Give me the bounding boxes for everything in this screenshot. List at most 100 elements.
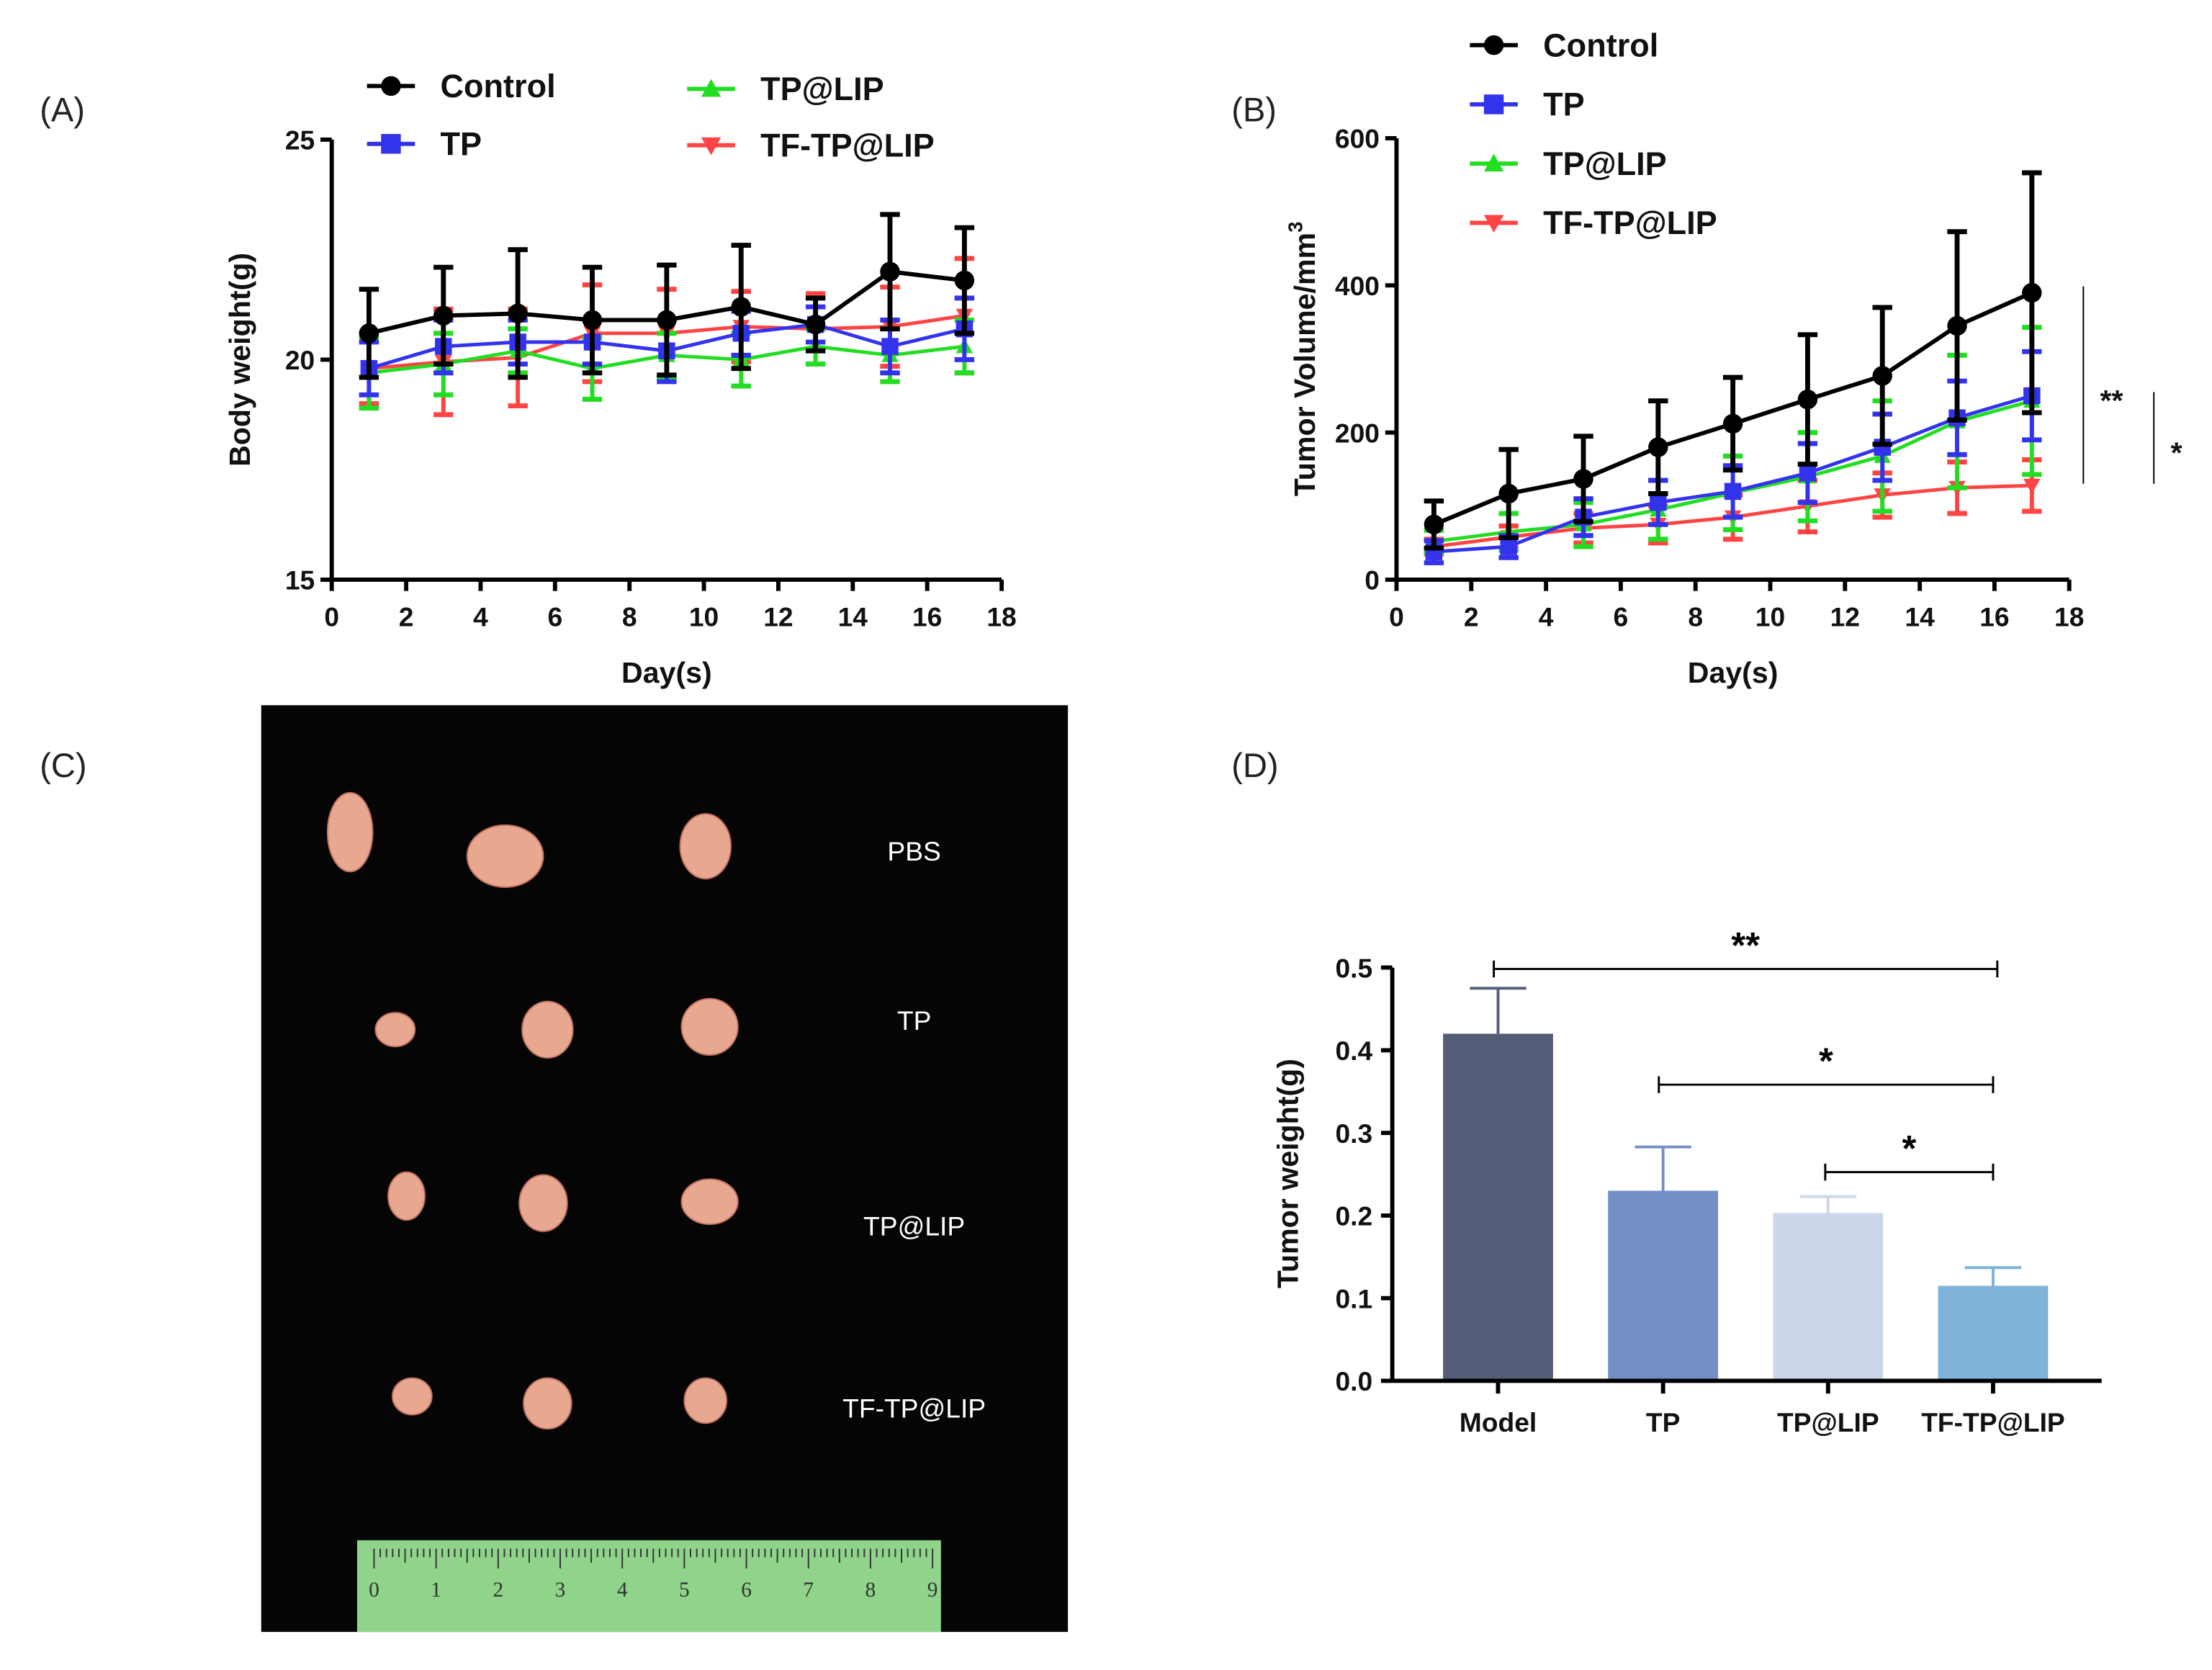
tumor-weight-chart: Model TP TP@LIP TF-TP@LIP 0.0 0.1 0.2 0.3 0.4 0.5… <box>1271 925 2102 1437</box>
x-tick-label: 14 <box>838 602 868 632</box>
marker-triangle-down <box>1483 215 1504 233</box>
x-tick-label: 10 <box>689 602 719 632</box>
y-tick-label: 0.2 <box>1335 1201 1372 1231</box>
y-tick-label: 15 <box>285 565 315 596</box>
marker-circle <box>582 310 603 331</box>
tumor-photo: PBS TP TP@LIP TF-TP@LIP 0 1 2 3 4 5 6 7 8 9 <box>261 705 1069 1633</box>
x-axis-label: Day(s) <box>1688 656 1779 689</box>
x-tick-label: 18 <box>986 602 1016 632</box>
y-tick-label: 0.5 <box>1335 953 1372 983</box>
significance-label: * <box>2171 436 2182 469</box>
marker-square <box>1724 482 1742 500</box>
marker-circle <box>1648 437 1668 457</box>
x-axis-label: Day(s) <box>621 656 712 689</box>
x-tick-label: 8 <box>1688 602 1703 632</box>
legend-label: TF-TP@LIP <box>760 127 935 163</box>
legend-item: TP <box>367 125 482 162</box>
legend-label: TP@LIP <box>760 71 884 107</box>
bar <box>1773 1213 1884 1381</box>
x-tick-label: 6 <box>1614 602 1629 632</box>
marker-square <box>881 338 899 355</box>
marker-circle <box>880 261 900 282</box>
marker-circle <box>508 303 528 323</box>
tumor-sample <box>680 997 739 1056</box>
marker-square <box>1500 538 1517 555</box>
marker-square <box>381 134 401 154</box>
legend-item: TF-TP@LIP <box>1470 205 1717 241</box>
bar <box>1443 1033 1553 1381</box>
marker-circle <box>1722 413 1743 434</box>
series-control <box>1424 170 2042 551</box>
tumor-sample <box>521 1000 574 1059</box>
legend-label: TP <box>441 125 482 162</box>
y-tick-label: 0.1 <box>1335 1283 1372 1314</box>
x-tick-label: 0 <box>1389 602 1404 632</box>
x-tick-label: TP <box>1646 1407 1681 1437</box>
marker-circle <box>1573 469 1593 489</box>
x-tick-label: 12 <box>763 602 793 632</box>
marker-triangle-up <box>701 78 721 97</box>
tumor-sample <box>518 1174 568 1232</box>
marker-circle <box>1424 514 1444 535</box>
marker-square <box>1483 94 1504 115</box>
marker-circle <box>381 76 401 96</box>
tumor-sample <box>387 1171 426 1221</box>
tumor-sample <box>326 791 374 873</box>
x-tick-label: TF-TP@LIP <box>1921 1407 2065 1437</box>
tumor-sample <box>683 1377 728 1424</box>
panel-label-c: (C) <box>40 746 86 784</box>
y-axis-label-text: Body weight(g) <box>223 253 256 467</box>
legend-item: TP@LIP <box>1470 145 1667 182</box>
tumor-volume-chart: 0 2 4 6 8 10 12 14 16 18 0 200 400 600 Day(s) Tumor Vol… <box>1284 27 2182 689</box>
group-label: TP <box>897 1005 932 1036</box>
significance-label: ** <box>1731 925 1760 966</box>
x-tick-label: 18 <box>2054 602 2084 632</box>
x-tick-label: 16 <box>912 602 942 632</box>
marker-circle <box>359 323 379 344</box>
y-tick-label: 0.0 <box>1335 1366 1372 1396</box>
y-axis-label-superscript: 3 <box>1284 222 1306 233</box>
tumor-sample <box>466 824 544 888</box>
ruler-number: 2 <box>493 1579 503 1602</box>
panel-label-a: (A) <box>40 90 85 128</box>
x-tick-label: 6 <box>547 602 562 632</box>
legend-item: Control <box>1470 27 1658 63</box>
marker-circle <box>1483 35 1504 55</box>
ruler-number: 7 <box>803 1579 814 1602</box>
legend-label: TF-TP@LIP <box>1543 205 1717 241</box>
legend-item: TP@LIP <box>687 71 884 107</box>
marker-triangle-up <box>1483 153 1504 172</box>
y-tick-label: 200 <box>1335 418 1380 448</box>
legend-item: TP <box>1470 86 1585 123</box>
legend-label: TP@LIP <box>1543 145 1667 182</box>
ruler-number: 9 <box>927 1579 938 1602</box>
bar <box>1608 1190 1719 1381</box>
tumor-sample <box>374 1012 416 1048</box>
photo-background <box>261 705 1069 1633</box>
y-tick-label: 0 <box>1364 565 1380 596</box>
significance-label: ** <box>2100 384 2123 417</box>
y-tick-label: 0.3 <box>1335 1118 1372 1149</box>
marker-circle <box>1872 366 1892 386</box>
y-tick-label: 400 <box>1335 271 1380 301</box>
tumor-sample <box>679 813 732 880</box>
marker-circle <box>433 305 454 326</box>
x-tick-label: 4 <box>473 602 488 632</box>
marker-square <box>1650 493 1667 511</box>
ruler-number: 0 <box>369 1579 379 1602</box>
body-weight-chart: 0 2 4 6 8 10 12 14 16 18 15 20 25 Day(s) Body weight(g… <box>223 68 1017 689</box>
marker-triangle-down <box>2023 478 2041 494</box>
significance-label: * <box>1902 1128 1917 1169</box>
significance-label: * <box>1819 1041 1833 1082</box>
legend-item: TF-TP@LIP <box>687 127 935 163</box>
x-tick-label: 2 <box>1464 602 1479 632</box>
x-tick-label: 8 <box>622 602 637 632</box>
legend-label: Control <box>441 68 556 104</box>
legend-label: TP <box>1543 86 1585 123</box>
x-tick-label: 4 <box>1539 602 1554 632</box>
ruler-number: 1 <box>431 1579 441 1602</box>
ruler-number: 5 <box>679 1579 690 1602</box>
marker-circle <box>731 297 751 317</box>
panel-label-b: (B) <box>1231 90 1277 128</box>
